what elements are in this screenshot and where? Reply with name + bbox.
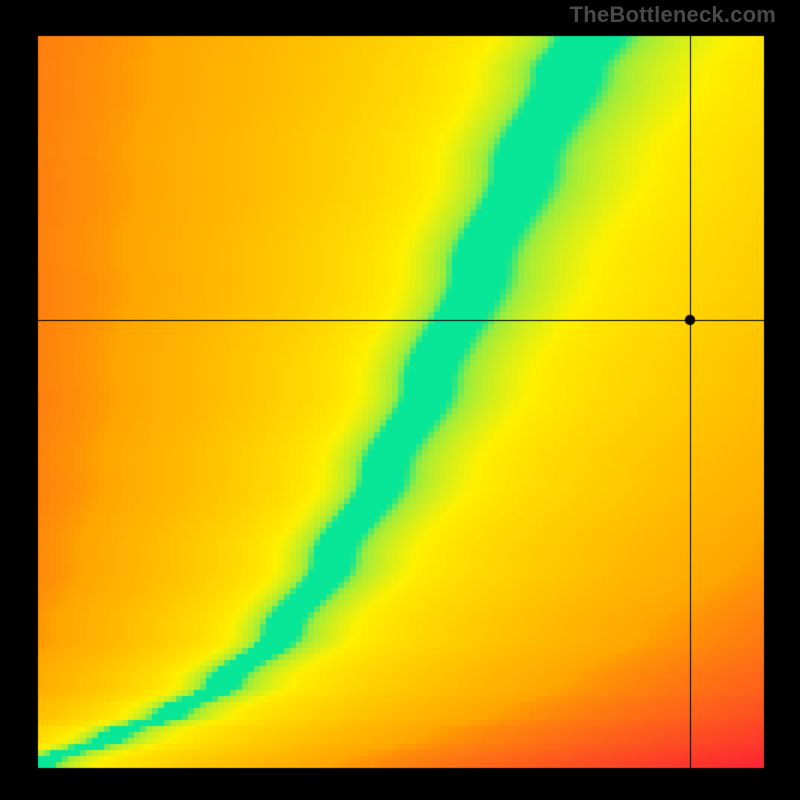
- chart-container: TheBottleneck.com: [0, 0, 800, 800]
- heatmap-canvas: [0, 0, 800, 800]
